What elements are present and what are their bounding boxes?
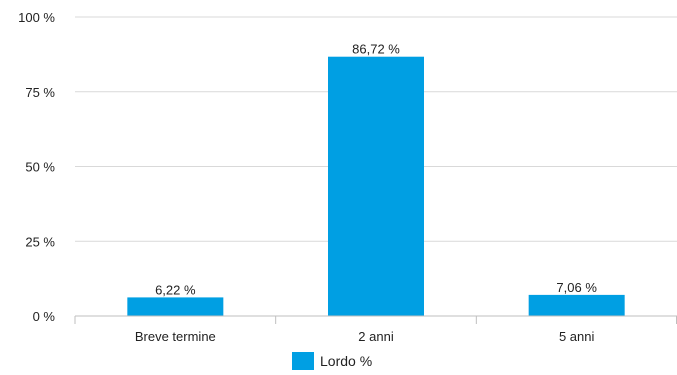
y-tick-label: 0 % xyxy=(33,309,56,324)
legend-swatch xyxy=(292,352,314,370)
y-tick-label: 75 % xyxy=(25,85,55,100)
y-tick-label: 25 % xyxy=(25,234,55,249)
bars xyxy=(127,56,625,316)
data-label: 7,06 % xyxy=(556,280,597,295)
bar xyxy=(127,297,224,316)
x-tick-label: Breve termine xyxy=(135,329,216,344)
x-axis xyxy=(74,315,677,324)
y-tick-label: 50 % xyxy=(25,160,55,175)
bar xyxy=(328,56,424,316)
x-tick-label: 2 anni xyxy=(358,329,394,344)
legend: Lordo % xyxy=(292,352,372,370)
x-tick-label: 5 anni xyxy=(559,329,595,344)
data-label: 86,72 % xyxy=(352,42,400,57)
bar xyxy=(528,294,625,316)
legend-label: Lordo % xyxy=(320,353,372,369)
y-tick-label: 100 % xyxy=(18,10,55,25)
data-labels: 6,22 % 86,72 % 7,06 % xyxy=(155,42,597,298)
x-axis-tick-labels: Breve termine 2 anni 5 anni xyxy=(135,329,595,344)
y-axis-tick-labels: 0 % 25 % 50 % 75 % 100 % xyxy=(18,10,55,324)
data-label: 6,22 % xyxy=(155,282,196,297)
